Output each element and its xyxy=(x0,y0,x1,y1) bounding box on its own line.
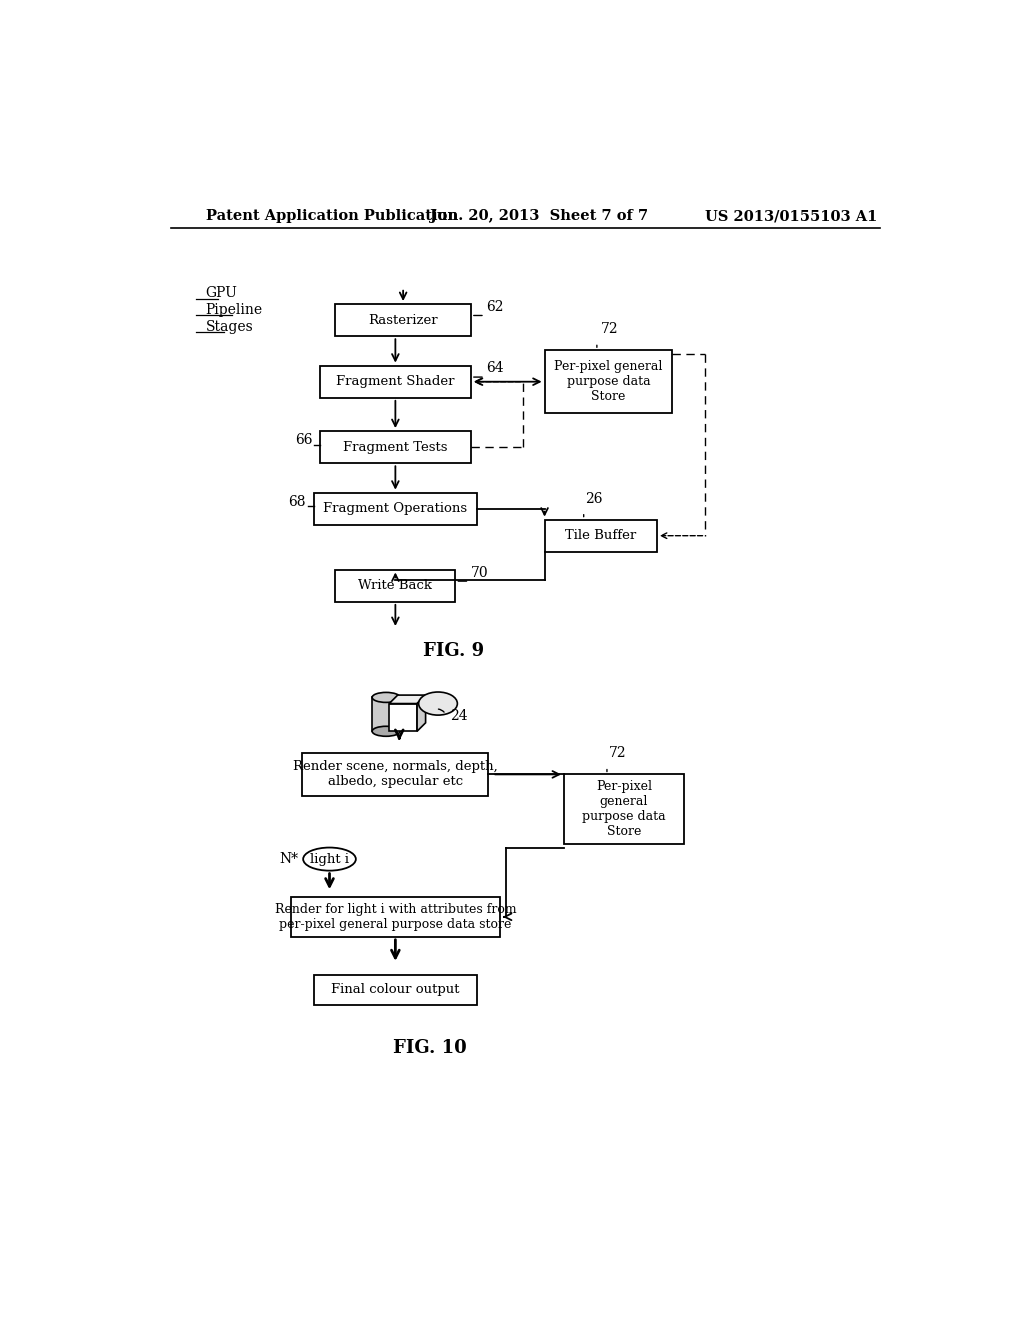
Text: N*: N* xyxy=(280,853,299,866)
Ellipse shape xyxy=(303,847,356,871)
FancyBboxPatch shape xyxy=(314,974,477,1006)
FancyBboxPatch shape xyxy=(319,430,471,463)
FancyBboxPatch shape xyxy=(314,492,477,525)
Text: US 2013/0155103 A1: US 2013/0155103 A1 xyxy=(706,209,878,223)
Text: Jun. 20, 2013  Sheet 7 of 7: Jun. 20, 2013 Sheet 7 of 7 xyxy=(430,209,648,223)
Text: Fragment Tests: Fragment Tests xyxy=(343,441,447,454)
Text: Fragment Shader: Fragment Shader xyxy=(336,375,455,388)
Text: 26: 26 xyxy=(586,491,603,506)
Text: Tile Buffer: Tile Buffer xyxy=(565,529,636,543)
Text: GPU: GPU xyxy=(206,286,238,300)
Text: Fragment Operations: Fragment Operations xyxy=(324,502,467,515)
Text: Patent Application Publication: Patent Application Publication xyxy=(206,209,458,223)
FancyBboxPatch shape xyxy=(319,366,471,397)
Text: Per-pixel general
purpose data
Store: Per-pixel general purpose data Store xyxy=(554,360,663,403)
Text: Per-pixel
general
purpose data
Store: Per-pixel general purpose data Store xyxy=(583,780,666,838)
Ellipse shape xyxy=(372,693,400,702)
FancyBboxPatch shape xyxy=(335,570,456,602)
Text: Write Back: Write Back xyxy=(358,579,432,593)
Text: 24: 24 xyxy=(450,710,467,723)
Text: Rasterizer: Rasterizer xyxy=(369,314,438,326)
Text: 64: 64 xyxy=(486,362,504,375)
Text: 66: 66 xyxy=(295,433,312,447)
Text: 62: 62 xyxy=(486,300,504,314)
Text: Render scene, normals, depth,
albedo, specular etc: Render scene, normals, depth, albedo, sp… xyxy=(293,760,498,788)
FancyBboxPatch shape xyxy=(545,520,657,552)
Text: 68: 68 xyxy=(288,495,305,508)
Text: 72: 72 xyxy=(601,322,618,337)
Text: Pipeline: Pipeline xyxy=(206,304,262,317)
FancyBboxPatch shape xyxy=(389,704,417,731)
Polygon shape xyxy=(389,696,426,704)
Text: FIG. 9: FIG. 9 xyxy=(423,643,484,660)
FancyBboxPatch shape xyxy=(564,775,684,843)
Text: FIG. 10: FIG. 10 xyxy=(393,1039,467,1057)
Text: Stages: Stages xyxy=(206,319,253,334)
Polygon shape xyxy=(417,696,426,731)
Text: 72: 72 xyxy=(608,747,626,760)
FancyBboxPatch shape xyxy=(302,754,488,796)
Text: Final colour output: Final colour output xyxy=(331,983,460,997)
FancyBboxPatch shape xyxy=(335,304,471,337)
Text: 70: 70 xyxy=(471,565,488,579)
FancyBboxPatch shape xyxy=(545,350,673,413)
FancyBboxPatch shape xyxy=(372,697,400,731)
Text: Render for light i with attributes from
per-pixel general purpose data store: Render for light i with attributes from … xyxy=(274,903,516,931)
Text: light i: light i xyxy=(310,853,349,866)
Ellipse shape xyxy=(419,692,458,715)
FancyBboxPatch shape xyxy=(291,896,500,937)
Ellipse shape xyxy=(372,726,400,737)
